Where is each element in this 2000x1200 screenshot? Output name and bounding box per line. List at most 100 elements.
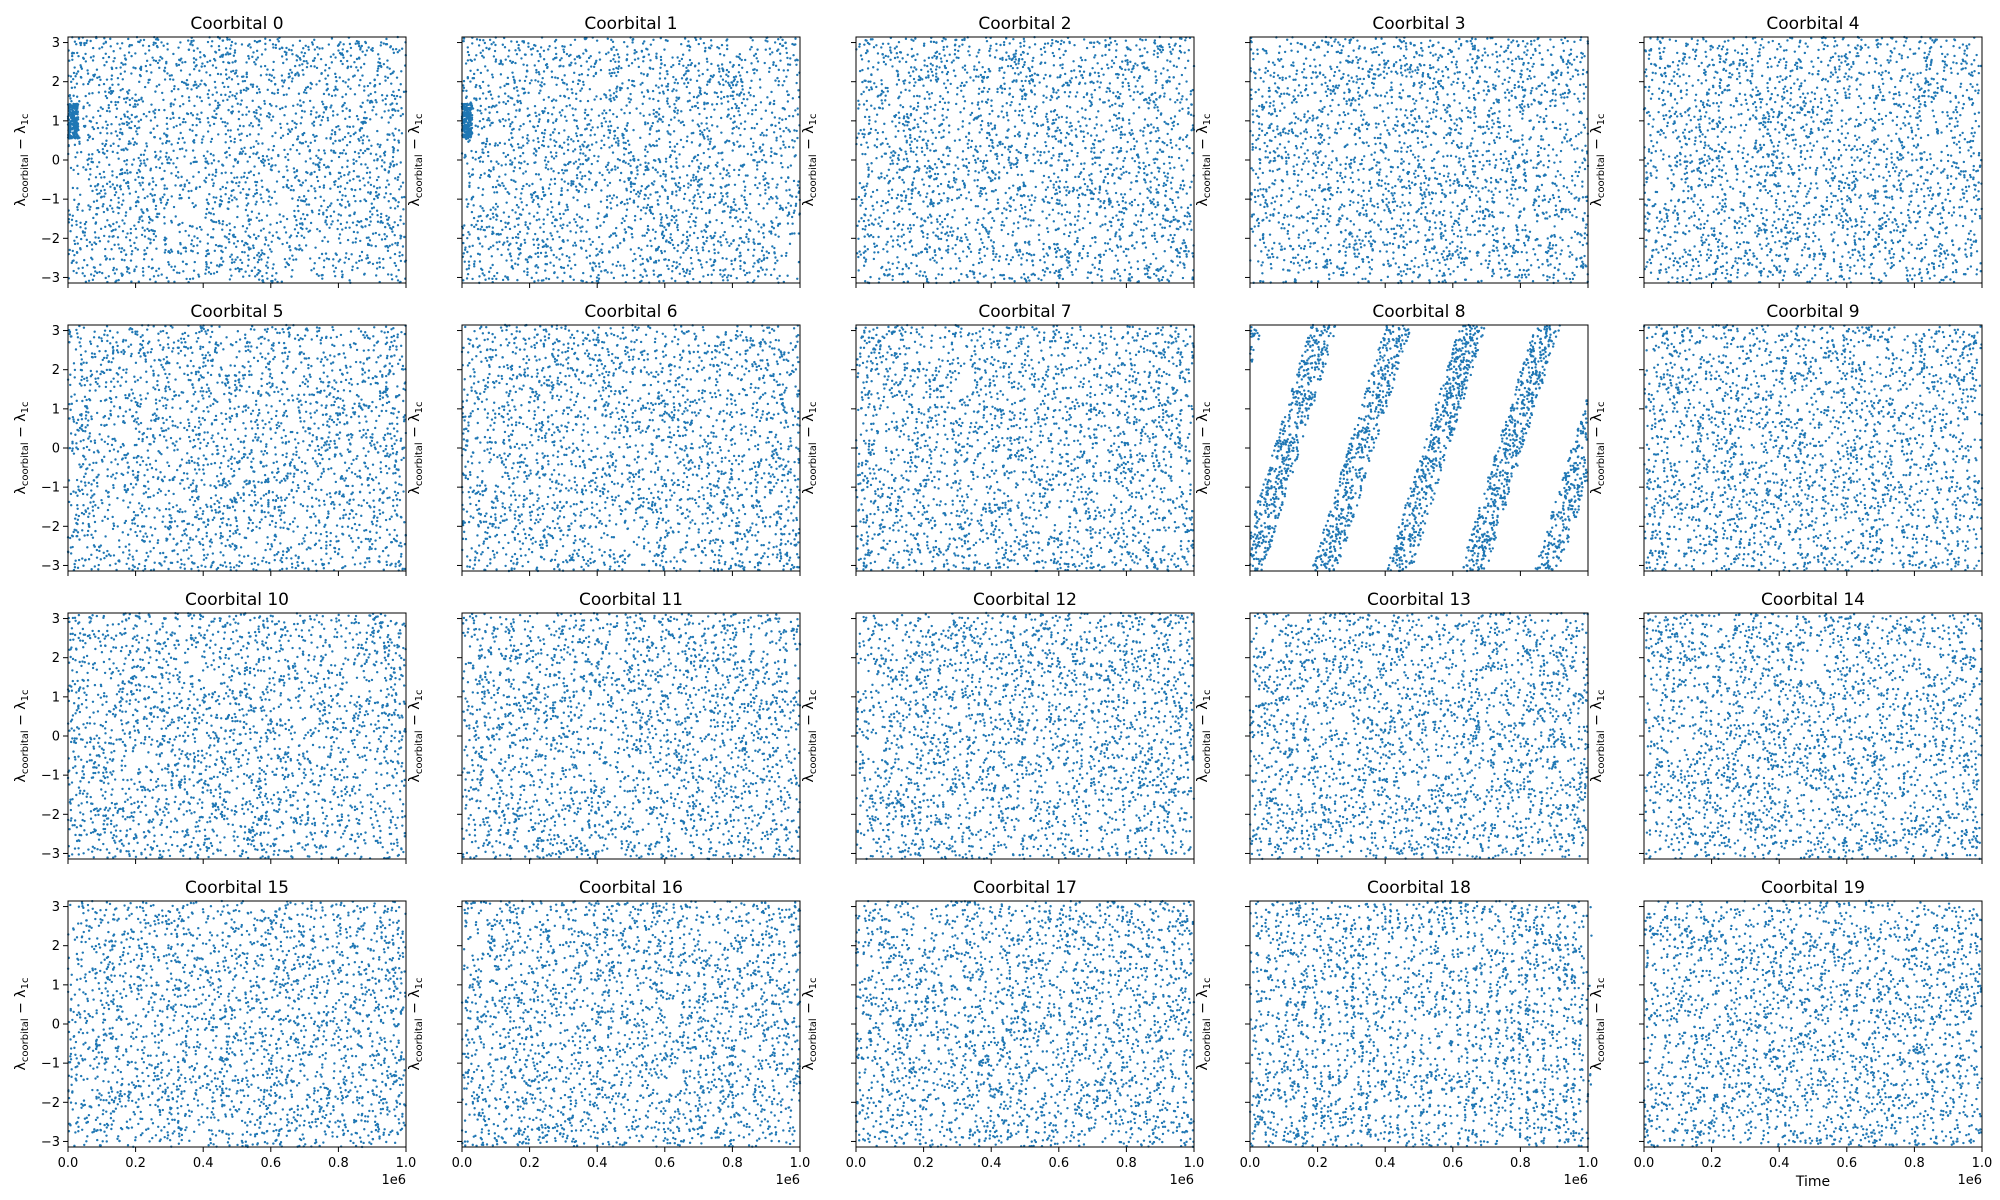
data-point <box>302 182 304 184</box>
data-point <box>170 105 172 107</box>
data-point <box>362 152 364 154</box>
data-point <box>356 231 358 233</box>
data-point <box>73 240 75 242</box>
data-point <box>105 61 107 63</box>
data-point <box>209 60 211 62</box>
data-point <box>600 200 602 202</box>
data-point <box>722 177 724 179</box>
data-point <box>287 153 289 155</box>
data-point <box>528 212 530 214</box>
data-point <box>184 185 186 187</box>
data-point <box>278 40 280 42</box>
data-point <box>395 199 397 201</box>
data-point <box>296 103 298 105</box>
data-point <box>148 45 150 47</box>
data-point <box>387 273 389 275</box>
data-point <box>301 51 303 53</box>
data-point <box>183 118 185 120</box>
data-point <box>131 163 133 165</box>
data-point <box>370 93 372 95</box>
data-point <box>332 110 334 112</box>
data-point <box>658 108 660 110</box>
data-point <box>396 163 398 165</box>
data-point <box>166 43 168 45</box>
data-point <box>181 222 183 224</box>
data-point <box>254 115 256 117</box>
data-point <box>338 139 340 141</box>
data-point <box>631 41 633 43</box>
data-point <box>286 242 288 244</box>
data-point <box>144 164 146 166</box>
data-point <box>74 144 76 146</box>
data-point <box>276 38 278 40</box>
data-point <box>350 47 352 49</box>
data-point <box>555 256 557 258</box>
data-point <box>352 221 354 223</box>
data-point <box>269 39 271 41</box>
data-point <box>193 84 195 86</box>
data-point <box>514 225 516 227</box>
data-point <box>328 258 330 260</box>
data-point <box>172 112 174 114</box>
data-point <box>395 48 397 50</box>
data-point <box>497 248 499 250</box>
data-point <box>294 74 296 76</box>
data-point <box>267 159 269 161</box>
data-point <box>123 160 125 162</box>
data-point <box>158 84 160 86</box>
data-point <box>104 91 106 93</box>
data-point <box>785 127 787 129</box>
data-point <box>199 121 201 123</box>
data-point <box>394 262 396 264</box>
data-point <box>312 43 314 45</box>
data-point <box>730 117 732 119</box>
data-point <box>231 199 233 201</box>
data-point <box>601 112 603 114</box>
data-point <box>375 195 377 197</box>
data-point <box>335 88 337 90</box>
data-point <box>294 65 296 67</box>
data-point <box>119 132 121 134</box>
data-point <box>531 53 533 55</box>
data-point <box>184 82 186 84</box>
data-point <box>168 250 170 252</box>
data-point <box>788 115 790 117</box>
data-point <box>553 157 555 159</box>
data-point <box>762 143 764 145</box>
data-point <box>752 145 754 147</box>
data-point <box>666 202 668 204</box>
data-point <box>255 203 257 205</box>
data-point <box>104 248 106 250</box>
data-point <box>92 116 94 118</box>
data-point <box>194 156 196 158</box>
data-point <box>396 244 398 246</box>
data-point <box>370 184 372 186</box>
data-point <box>78 143 80 145</box>
data-point <box>373 185 375 187</box>
data-point <box>117 83 119 85</box>
data-point <box>538 71 540 73</box>
data-point <box>170 220 172 222</box>
data-point <box>209 103 211 105</box>
data-point <box>246 76 248 78</box>
data-point <box>98 161 100 163</box>
data-point <box>140 67 142 69</box>
data-point <box>333 150 335 152</box>
data-point <box>118 138 120 140</box>
data-point <box>781 39 783 41</box>
data-point <box>623 112 625 114</box>
data-point <box>125 163 127 165</box>
data-point <box>789 130 791 132</box>
data-point <box>593 98 595 100</box>
data-point <box>96 77 98 79</box>
data-point <box>749 212 751 214</box>
data-point <box>766 129 768 131</box>
data-point <box>129 208 131 210</box>
data-point <box>349 109 351 111</box>
data-point <box>68 108 70 110</box>
data-point <box>89 40 91 42</box>
data-point <box>359 255 361 257</box>
data-point <box>141 234 143 236</box>
data-point <box>84 227 86 229</box>
data-point <box>90 273 92 275</box>
